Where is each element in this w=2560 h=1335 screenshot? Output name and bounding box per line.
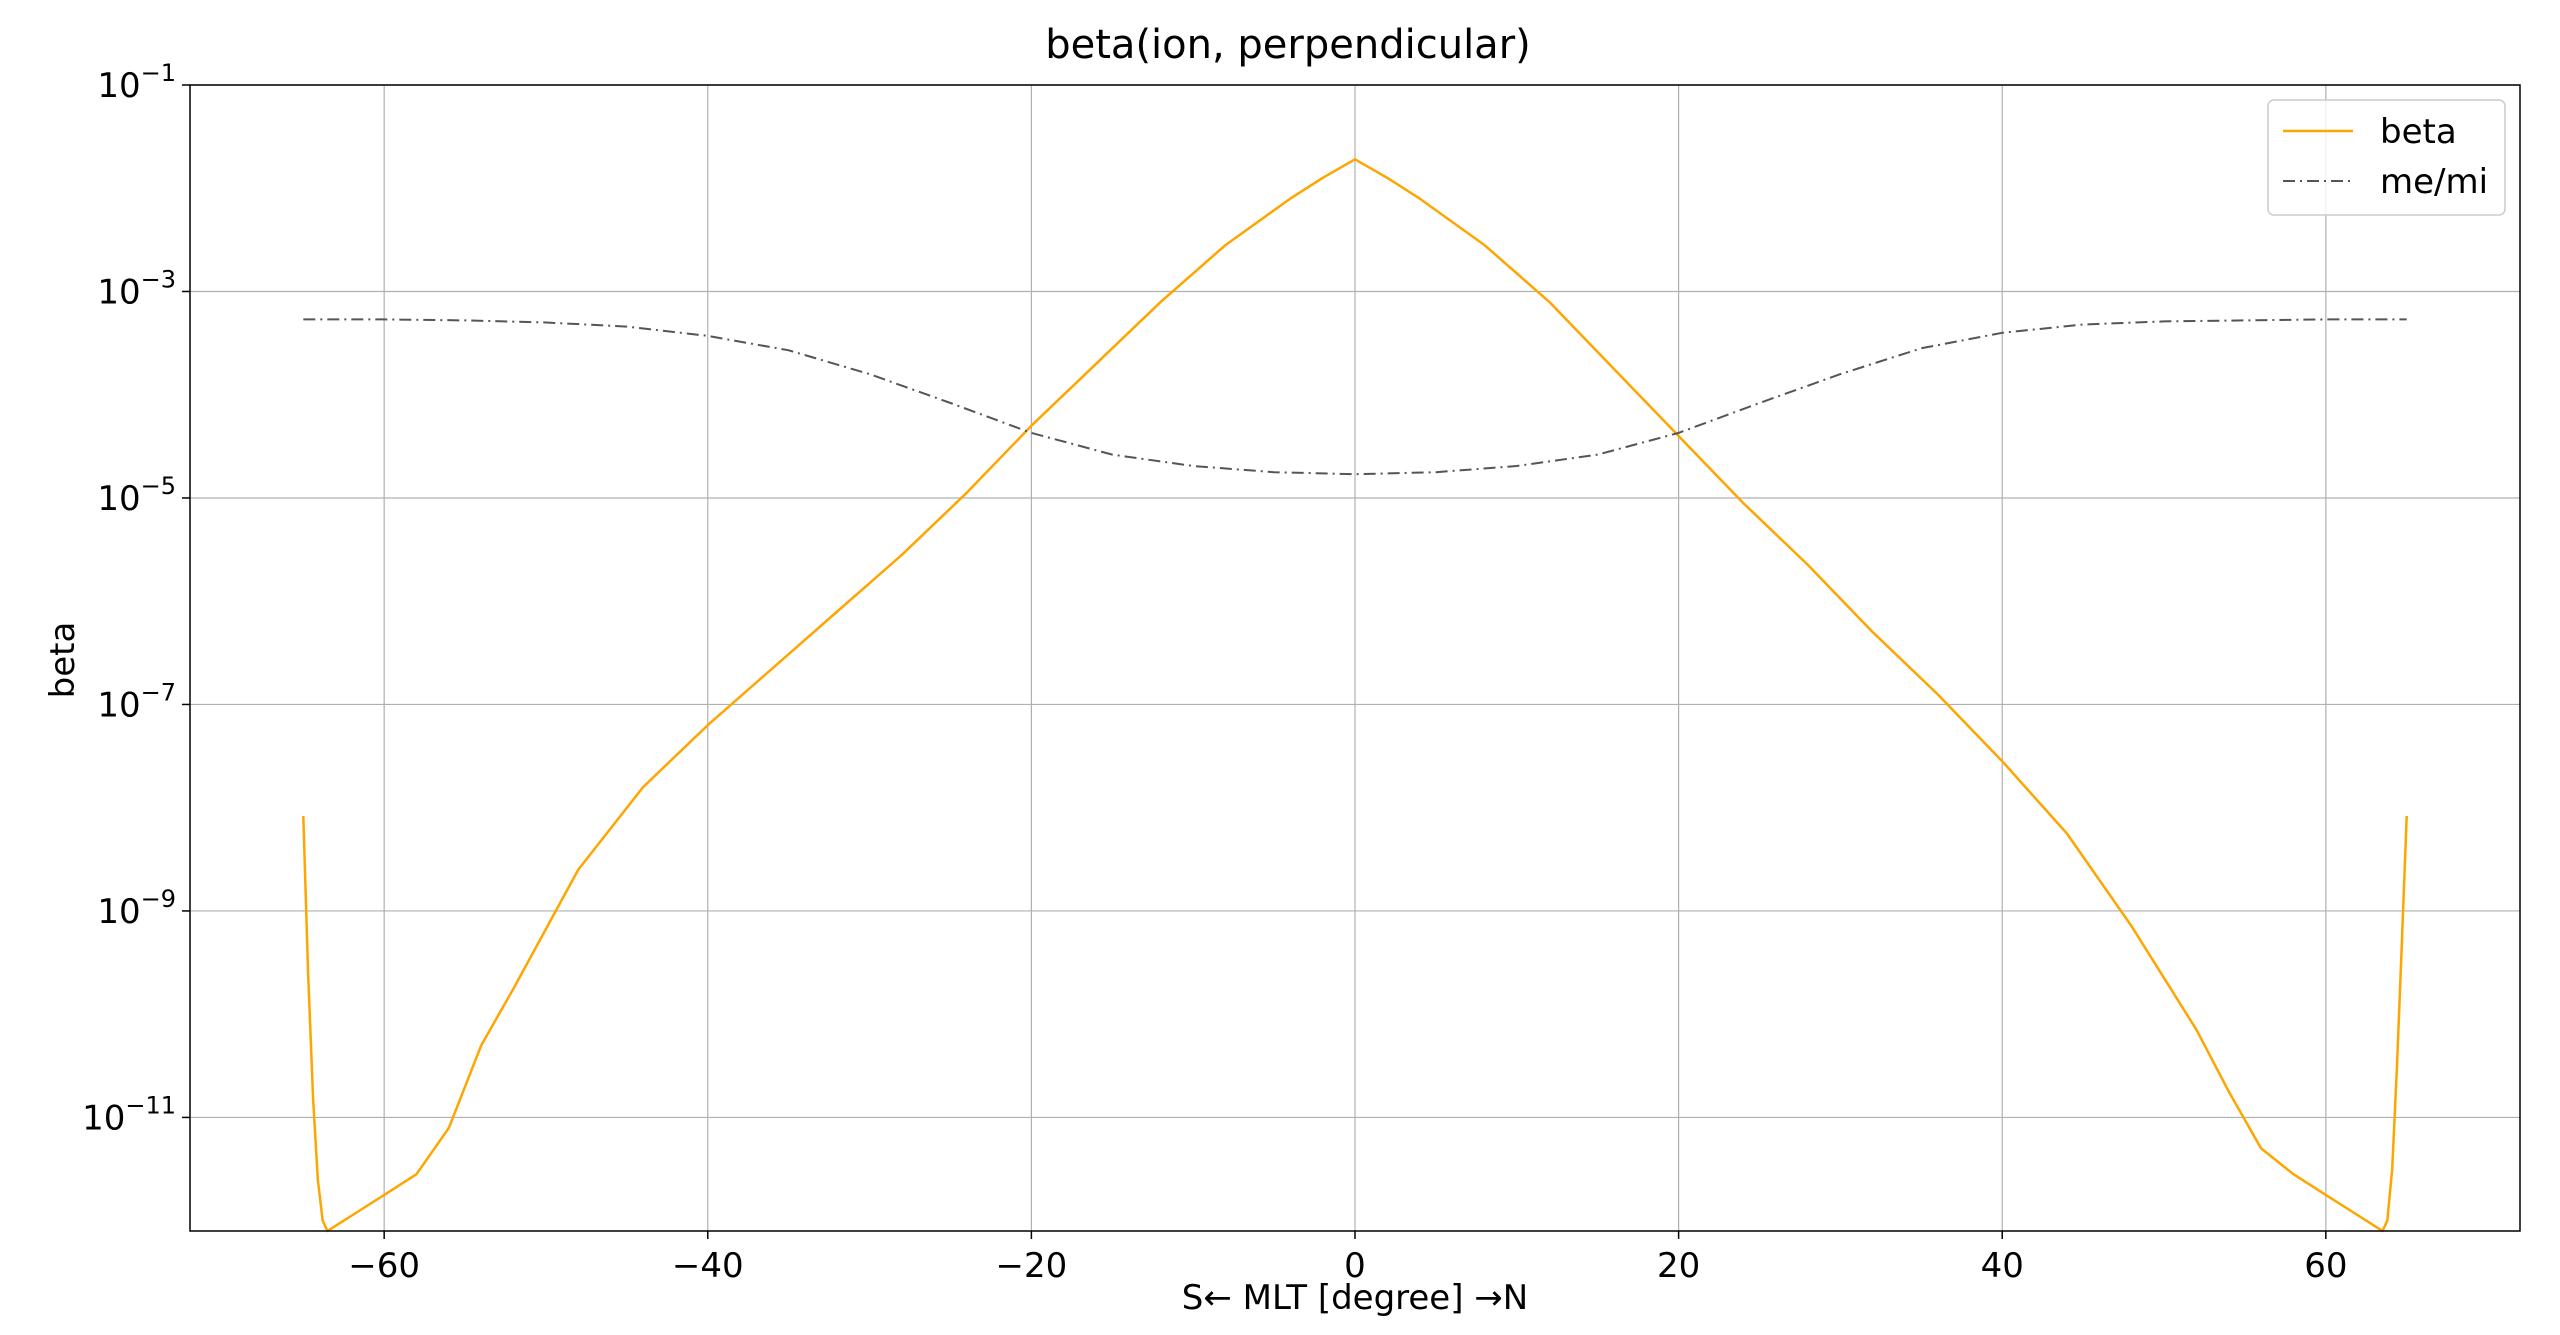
y-tick-label: 10−9 <box>97 885 176 932</box>
legend-label-me-mi: me/mi <box>2380 162 2488 202</box>
y-tick-label: 10−5 <box>97 472 176 519</box>
y-tick-exponent: −1 <box>141 59 176 87</box>
legend: beta me/mi <box>2267 99 2506 216</box>
x-tick-label: −60 <box>348 1246 420 1286</box>
y-tick-base: 10 <box>97 272 140 312</box>
y-tick-label: 10−3 <box>97 265 176 312</box>
y-tick-base: 10 <box>97 479 140 519</box>
y-axis-label: beta <box>43 622 83 699</box>
y-axis-ticks: 10−110−310−510−710−910−11 <box>82 59 190 1138</box>
x-tick-label: 60 <box>2304 1246 2347 1286</box>
y-tick-exponent: −9 <box>141 885 176 913</box>
y-tick-exponent: −7 <box>141 678 176 706</box>
y-tick-exponent: −3 <box>141 265 176 293</box>
legend-label-beta: beta <box>2380 112 2457 152</box>
series-line-beta <box>302 158 2408 1233</box>
y-tick-base: 10 <box>97 685 140 725</box>
x-tick-label: 0 <box>1344 1246 1366 1286</box>
grid-lines <box>190 84 2520 1231</box>
y-tick-label: 10−11 <box>82 1091 176 1138</box>
y-tick-exponent: −11 <box>125 1091 176 1119</box>
x-tick-label: −40 <box>672 1246 744 1286</box>
y-tick-base: 10 <box>97 66 140 106</box>
y-tick-base: 10 <box>97 892 140 932</box>
x-axis-ticks: −60 −40 −20 0 20 40 60 <box>348 1231 2347 1286</box>
legend-box <box>2267 99 2506 216</box>
y-tick-label: 10−7 <box>97 678 176 725</box>
x-tick-label: 40 <box>1981 1246 2024 1286</box>
y-tick-exponent: −5 <box>141 472 176 500</box>
x-axis-label: S← MLT [degree] →N <box>1182 1278 1528 1318</box>
y-tick-base: 10 <box>82 1098 125 1138</box>
series-lines <box>302 158 2408 1233</box>
chart-title: beta(ion, perpendicular) <box>1045 22 1531 68</box>
y-tick-label: 10−1 <box>97 59 176 106</box>
x-tick-label: 20 <box>1657 1246 1700 1286</box>
x-tick-label: −20 <box>996 1246 1068 1286</box>
